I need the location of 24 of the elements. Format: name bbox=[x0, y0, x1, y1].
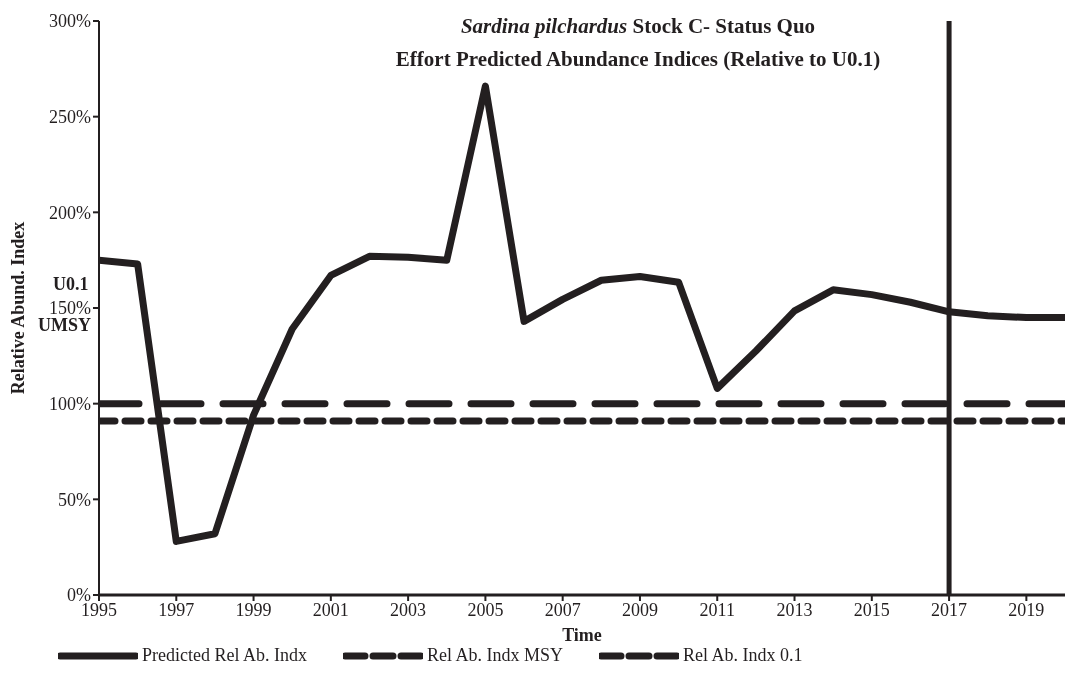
y-tick-label: 250% bbox=[49, 107, 91, 128]
x-tick-label: 2017 bbox=[931, 599, 968, 620]
text: U0.1 bbox=[53, 274, 89, 295]
legend-label: Predicted Rel Ab. Indx bbox=[142, 645, 307, 666]
x-tick-label: 2013 bbox=[776, 599, 813, 620]
y-tick-label: 300% bbox=[49, 11, 91, 32]
x-tick-label: 2019 bbox=[1008, 599, 1045, 620]
x-tick-label: 2005 bbox=[467, 599, 504, 620]
x-tick-label: 1999 bbox=[235, 599, 272, 620]
y-tick-label: 200% bbox=[49, 202, 91, 223]
y-tick-label: 50% bbox=[58, 489, 91, 510]
x-tick-label: 2001 bbox=[312, 599, 349, 620]
x-tick-label: 2007 bbox=[544, 599, 581, 620]
text: Sardina pilchardus Stock C- Status Quo Effort Predicted Abundance Indices (Relative to U0.1) bbox=[394, 14, 882, 73]
x-tick-label: 1997 bbox=[158, 599, 195, 620]
legend-label: Rel Ab. Indx 0.1 bbox=[683, 645, 803, 666]
x-tick-label: 2003 bbox=[390, 599, 427, 620]
y-axis-title: Relative Abund. Index bbox=[8, 221, 29, 395]
legend-label: Rel Ab. Indx MSY bbox=[426, 645, 563, 666]
x-tick-label: 2015 bbox=[853, 599, 890, 620]
y-tick-label: 100% bbox=[49, 394, 91, 415]
x-axis-title: Time bbox=[562, 625, 602, 645]
x-tick-label: 2011 bbox=[699, 599, 735, 620]
x-tick-label: 2009 bbox=[621, 599, 658, 620]
